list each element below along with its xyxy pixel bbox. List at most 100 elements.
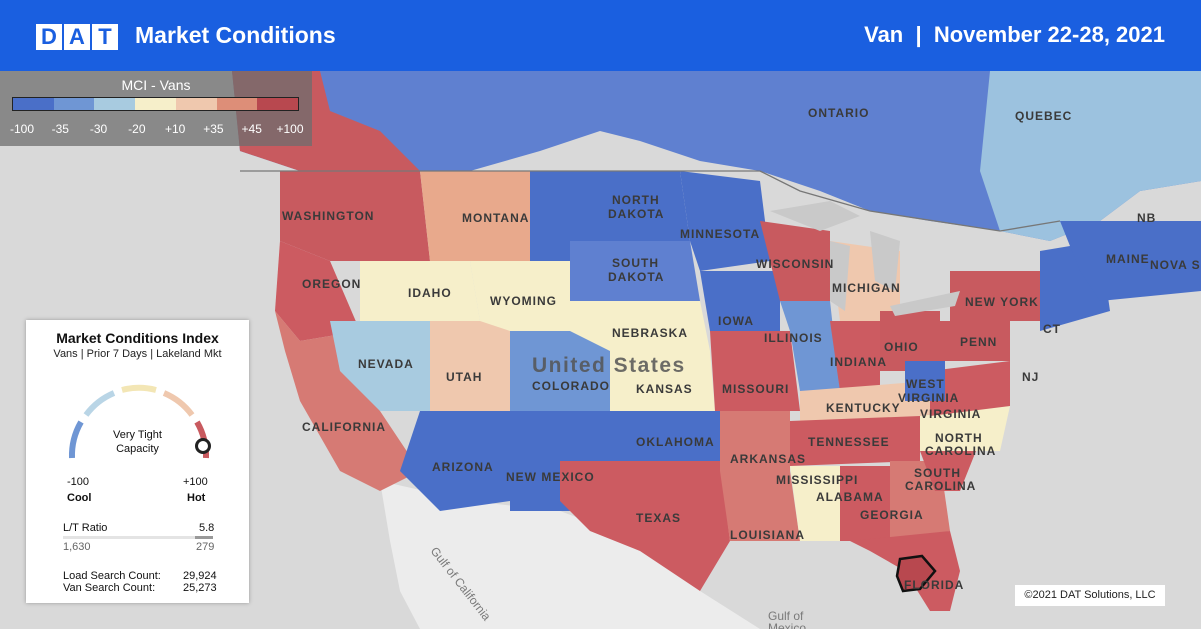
label-south-dakota-2: DAKOTA — [608, 270, 664, 284]
canada-region — [232, 71, 1201, 241]
lake-erie — [890, 291, 960, 316]
label-quebec: QUEBEC — [1015, 109, 1072, 123]
status-line-1: Very Tight — [113, 429, 162, 441]
label-oregon: OREGON — [302, 277, 361, 291]
label-nevada: NEVADA — [358, 357, 414, 371]
label-arizona: ARIZONA — [432, 460, 494, 474]
oklahoma-region — [600, 411, 720, 461]
copyright-notice: ©2021 DAT Solutions, LLC — [1015, 585, 1165, 606]
lake-superior — [770, 201, 860, 231]
scale-swatch-0 — [13, 98, 54, 110]
north-carolina-region — [920, 406, 1010, 451]
label-georgia: GEORGIA — [860, 508, 924, 522]
label-kentucky: KENTUCKY — [826, 401, 901, 415]
arkansas-region — [720, 411, 790, 471]
scale-tick-label: -100 — [9, 122, 35, 136]
label-new-york: NEW YORK — [965, 295, 1039, 309]
utah-region — [430, 321, 510, 411]
label-wisconsin: WISCONSIN — [756, 257, 834, 271]
iowa-region — [700, 271, 780, 331]
status-line-2: Capacity — [116, 443, 159, 455]
ratio-label: L/T Ratio — [63, 522, 108, 534]
north-dakota-region — [530, 171, 690, 261]
label-maine: MAINE — [1106, 252, 1150, 266]
equipment-date-range: Van | November 22-28, 2021 — [864, 22, 1165, 47]
mexico-land — [380, 481, 760, 629]
label-nebraska: NEBRASKA — [612, 326, 688, 340]
label-virginia: VIRGINIA — [920, 407, 981, 421]
scale-swatch-3 — [135, 98, 176, 110]
label-utah: UTAH — [446, 370, 482, 384]
california-region — [275, 311, 420, 491]
minnesota-region — [680, 171, 770, 271]
ratio-value: 5.8 — [199, 522, 215, 534]
label-west-virginia-1: WEST — [906, 377, 945, 391]
label-south-dakota-1: SOUTH — [612, 256, 659, 270]
label-montana: MONTANA — [462, 211, 529, 225]
label-north-carolina-2: CAROLINA — [925, 444, 996, 458]
washington-region — [280, 171, 430, 261]
logo-letter-d: D — [36, 24, 62, 50]
truck-count: 279 — [196, 541, 215, 553]
scale-swatch-2 — [94, 98, 136, 110]
gauge-seg-warm — [162, 390, 195, 417]
scale-tick-label: +35 — [203, 122, 224, 136]
label-washington: WASHINGTON — [282, 209, 374, 223]
market-conditions-map[interactable]: ONTARIO QUEBEC WASHINGTON MONTANA NORTH … — [0, 71, 1201, 629]
label-oklahoma: OKLAHOMA — [636, 435, 715, 449]
gauge-seg-cool2 — [83, 390, 116, 417]
arizona-region — [400, 411, 510, 511]
gauge-max-label: Hot — [187, 492, 206, 504]
label-tennessee: TENNESSEE — [808, 435, 890, 449]
scale-tick-label: +45 — [241, 122, 262, 136]
colorado-region — [510, 331, 610, 411]
scale-tick-label: -30 — [89, 122, 108, 136]
scale-legend-title: MCI - Vans — [121, 77, 191, 93]
page-title: Market Conditions — [135, 22, 336, 48]
virginia-region — [930, 361, 1010, 416]
label-iowa: IOWA — [718, 314, 754, 328]
scale-tick-label: -35 — [51, 122, 69, 136]
scale-tick-label: -20 — [128, 122, 146, 136]
maine-region — [1060, 221, 1201, 301]
label-minnesota: MINNESOTA — [680, 227, 760, 241]
ratio-bar — [63, 536, 213, 539]
scale-swatch-4 — [175, 98, 217, 110]
alabama-region — [840, 466, 890, 541]
quebec-east — [980, 71, 1201, 241]
label-indiana: INDIANA — [830, 355, 887, 369]
logo-letter-a: A — [64, 24, 90, 50]
kansas-region — [610, 351, 715, 411]
missouri-region — [710, 331, 800, 411]
load-search-value: 29,924 — [183, 570, 217, 582]
label-south-carolina-1: SOUTH — [914, 466, 961, 480]
label-west-virginia-2: VIRGINIA — [898, 391, 959, 405]
label-alabama: ALABAMA — [816, 490, 884, 504]
scale-tick-label: +100 — [276, 122, 304, 136]
label-ontario: ONTARIO — [808, 106, 869, 120]
ohio-region — [880, 311, 940, 371]
label-united-states: United States — [532, 354, 686, 377]
montana-region — [420, 171, 530, 261]
label-north-carolina-1: NORTH — [935, 431, 983, 445]
lake-michigan — [830, 241, 850, 311]
pennsylvania-region — [940, 321, 1010, 361]
mci-gauge — [68, 384, 211, 459]
label-north-dakota-1: NORTH — [612, 193, 660, 207]
lakeland-market[interactable] — [895, 554, 937, 593]
van-search-label: Van Search Count: — [63, 582, 156, 594]
label-mississippi: MISSISSIPPI — [776, 473, 858, 487]
nevada-region — [330, 321, 430, 411]
gauge-seg-neutral — [121, 384, 157, 393]
label-nova-scotia: NOVA SC — [1150, 258, 1201, 272]
van-search-value: 25,273 — [183, 582, 217, 594]
label-nj: NJ — [1022, 370, 1039, 384]
gauge-min-label: Cool — [67, 492, 92, 504]
gauge-min-value: -100 — [67, 476, 90, 488]
label-ohio: OHIO — [884, 340, 919, 354]
label-kansas: KANSAS — [636, 382, 693, 396]
nebraska-region — [570, 301, 710, 351]
label-louisiana: LOUISIANA — [730, 528, 805, 542]
south-carolina-region — [920, 441, 980, 491]
gauge-pointer — [195, 438, 211, 454]
